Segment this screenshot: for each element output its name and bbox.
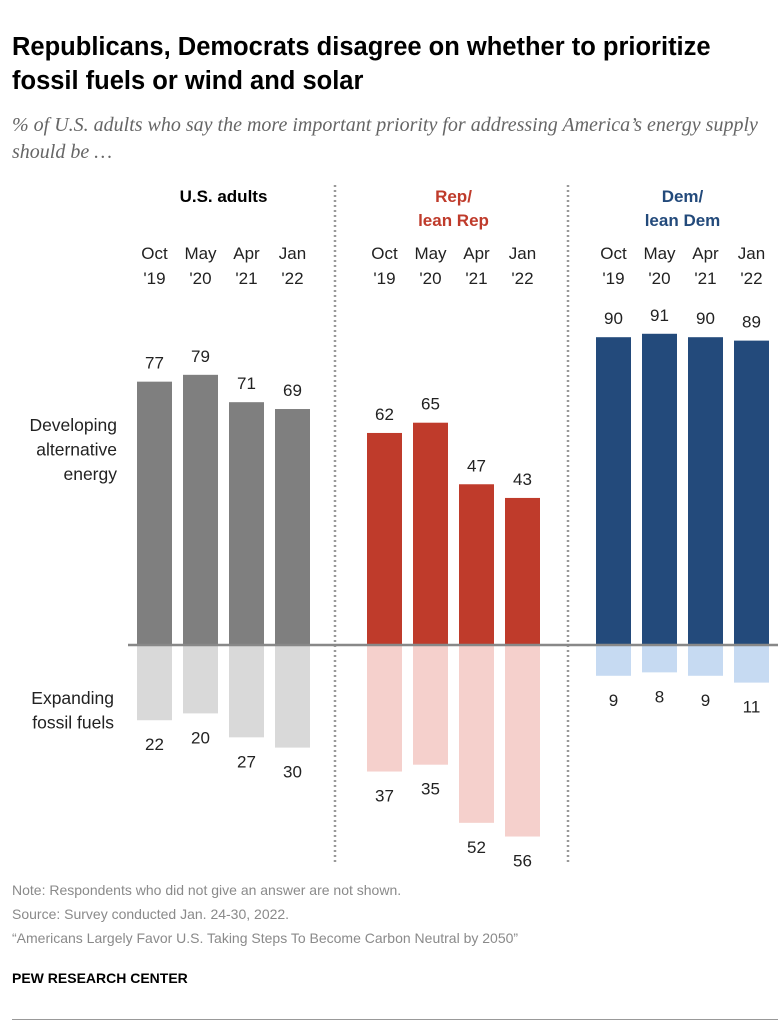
x-tick-label: '21 — [465, 269, 487, 288]
bar-alternative-energy — [459, 484, 494, 645]
x-tick-label: '21 — [235, 269, 257, 288]
data-label: 79 — [191, 347, 210, 366]
x-tick-label: Oct — [141, 244, 168, 263]
bar-fossil-fuels — [183, 645, 218, 714]
bar-alternative-energy — [413, 422, 448, 645]
bar-alternative-energy — [183, 374, 218, 645]
x-tick-label: Jan — [738, 244, 765, 263]
data-label: 91 — [650, 306, 669, 325]
data-label: 27 — [237, 752, 256, 771]
data-label: 90 — [696, 309, 715, 328]
data-label: 35 — [421, 780, 440, 799]
x-tick-label: May — [184, 244, 217, 263]
data-label: 11 — [743, 698, 761, 717]
bar-alternative-energy — [688, 337, 723, 645]
data-label: 89 — [742, 313, 761, 332]
x-tick-label: Jan — [509, 244, 536, 263]
data-label: 8 — [655, 687, 664, 706]
bar-alternative-energy — [642, 333, 677, 645]
bar-alternative-energy — [137, 381, 172, 645]
data-label: 71 — [237, 374, 256, 393]
data-label: 22 — [145, 735, 164, 754]
bar-fossil-fuels — [413, 645, 448, 765]
x-tick-label: May — [643, 244, 676, 263]
row-label-alternative-energy: alternative — [36, 440, 117, 460]
x-tick-label: Jan — [279, 244, 306, 263]
x-tick-label: '22 — [740, 269, 762, 288]
note-text: Note: Respondents who did not give an an… — [12, 882, 402, 898]
x-tick-label: '22 — [511, 269, 533, 288]
data-label: 9 — [701, 691, 710, 710]
chart-subtitle: % of U.S. adults who say the more import… — [12, 114, 758, 163]
panel-header: Rep/ — [435, 187, 472, 206]
bar-fossil-fuels — [367, 645, 402, 772]
row-label-fossil-fuels: Expanding — [31, 688, 114, 708]
row-label-fossil-fuels: fossil fuels — [32, 713, 114, 733]
chart-title: Republicans, Democrats disagree on wheth… — [12, 33, 711, 95]
x-tick-label: Oct — [600, 244, 627, 263]
x-tick-label: '19 — [602, 269, 624, 288]
bar-fossil-fuels — [229, 645, 264, 738]
x-tick-label: '20 — [189, 269, 211, 288]
row-label-alternative-energy: Developing — [29, 415, 117, 435]
bar-fossil-fuels — [596, 645, 631, 676]
bar-fossil-fuels — [275, 645, 310, 748]
bar-alternative-energy — [367, 432, 402, 645]
data-label: 20 — [191, 728, 210, 747]
data-label: 62 — [375, 405, 394, 424]
data-label: 77 — [145, 354, 164, 373]
data-label: 52 — [467, 838, 486, 857]
data-label: 9 — [609, 691, 618, 710]
data-label: 65 — [421, 395, 440, 414]
bar-alternative-energy — [505, 497, 540, 645]
x-tick-label: Apr — [692, 244, 719, 263]
bar-alternative-energy — [275, 409, 310, 645]
data-label: 43 — [513, 470, 532, 489]
data-label: 90 — [604, 309, 623, 328]
x-tick-label: '22 — [281, 269, 303, 288]
bar-fossil-fuels — [642, 645, 677, 673]
panel-header: U.S. adults — [180, 187, 268, 206]
x-tick-label: '20 — [419, 269, 441, 288]
x-tick-label: '20 — [648, 269, 670, 288]
bar-fossil-fuels — [734, 645, 769, 683]
data-label: 37 — [375, 787, 394, 806]
data-label: 69 — [283, 381, 302, 400]
x-tick-label: '21 — [694, 269, 716, 288]
data-label: 56 — [513, 852, 532, 871]
x-tick-label: '19 — [143, 269, 165, 288]
bar-alternative-energy — [229, 402, 264, 645]
panel-header: lean Dem — [645, 211, 721, 230]
data-label: 47 — [467, 456, 486, 475]
x-tick-label: May — [414, 244, 447, 263]
bar-fossil-fuels — [505, 645, 540, 837]
row-label-alternative-energy: energy — [63, 464, 117, 484]
pew-logo-text: PEW RESEARCH CENTER — [12, 970, 188, 986]
data-label: 30 — [283, 763, 302, 782]
x-tick-label: Oct — [371, 244, 398, 263]
source-text: Source: Survey conducted Jan. 24-30, 202… — [12, 906, 290, 922]
panel-header: lean Rep — [418, 211, 489, 230]
bar-alternative-energy — [596, 337, 631, 645]
report-title-text: “Americans Largely Favor U.S. Taking Ste… — [12, 930, 519, 946]
x-tick-label: Apr — [463, 244, 490, 263]
bar-alternative-energy — [734, 340, 769, 645]
bar-fossil-fuels — [137, 645, 172, 721]
bar-fossil-fuels — [688, 645, 723, 676]
bar-fossil-fuels — [459, 645, 494, 823]
bottom-rule — [12, 1019, 778, 1020]
panel-header: Dem/ — [662, 187, 704, 206]
x-tick-label: '19 — [373, 269, 395, 288]
x-tick-label: Apr — [233, 244, 260, 263]
